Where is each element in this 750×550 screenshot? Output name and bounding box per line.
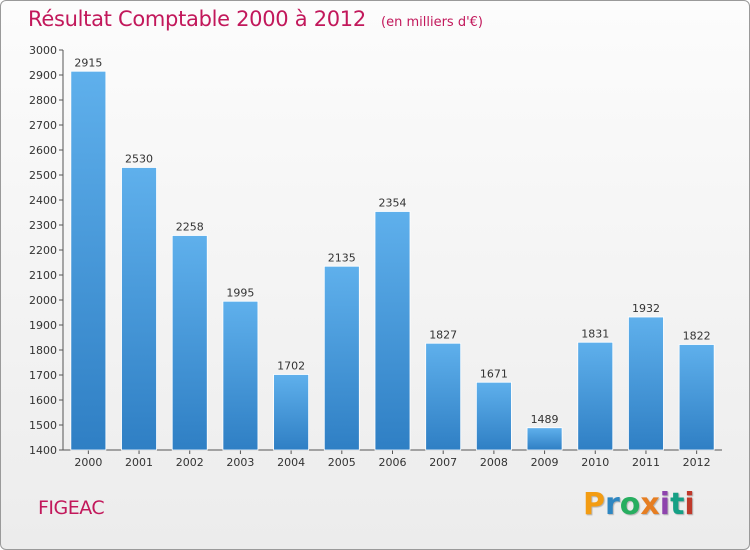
- data-label-2004: 1702: [277, 360, 305, 373]
- chart-title: Résultat Comptable 2000 à 2012 (en milli…: [28, 7, 483, 31]
- y-tick-label: 1800: [29, 344, 57, 357]
- bar-2010: [577, 341, 614, 451]
- x-tick-label-2002: 2002: [176, 456, 204, 469]
- y-tick-label: 2000: [29, 294, 57, 307]
- x-tick-label-2009: 2009: [531, 456, 559, 469]
- bar-2003: [222, 300, 259, 451]
- x-tick-label-2000: 2000: [74, 456, 102, 469]
- y-tick-label: 2800: [29, 94, 57, 107]
- bars: [70, 70, 715, 451]
- x-tick-label-2012: 2012: [683, 456, 711, 469]
- x-tick-label-2005: 2005: [328, 456, 356, 469]
- x-tick-label-2001: 2001: [125, 456, 153, 469]
- data-labels: 2915 2530 2258 1995 1702 2135 2354 1827 1671 1489…: [74, 56, 710, 426]
- bar-2007: [425, 342, 462, 451]
- logo-letter: i: [659, 487, 671, 522]
- logo-letter: t: [670, 487, 685, 522]
- y-tick-label: 2900: [29, 69, 57, 82]
- bar-2011: [628, 316, 664, 451]
- data-label-2001: 2530: [125, 153, 153, 166]
- data-label-2005: 2135: [328, 251, 356, 264]
- logo-letter: r: [605, 487, 620, 522]
- location-name: FIGEAC: [38, 497, 105, 519]
- bar-2000: [70, 70, 107, 451]
- data-label-2002: 2258: [176, 221, 204, 234]
- data-label-2006: 2354: [379, 197, 407, 210]
- y-tick-label: 1700: [29, 369, 57, 382]
- x-tick-label-2003: 2003: [226, 456, 254, 469]
- chart-title-text: Résultat Comptable 2000 à 2012: [28, 7, 366, 31]
- bar-2012: [678, 344, 715, 451]
- y-tick-label: 2100: [29, 269, 57, 282]
- data-label-2003: 1995: [226, 286, 254, 299]
- x-tick-label-2011: 2011: [632, 456, 660, 469]
- bar-2005: [323, 265, 360, 451]
- y-tick-label: 2600: [29, 144, 57, 157]
- bar-2008: [475, 381, 512, 451]
- data-label-2008: 1671: [480, 367, 508, 380]
- x-tick-label-2010: 2010: [581, 456, 609, 469]
- x-tick-label-2004: 2004: [277, 456, 305, 469]
- chart-subtitle: (en milliers d'€): [381, 15, 483, 30]
- proxiti-logo: Proxiti: [583, 487, 695, 522]
- y-tick-label: 2200: [29, 244, 57, 257]
- bar-2001: [121, 167, 157, 451]
- y-tick-label: 3000: [29, 44, 57, 57]
- data-label-2009: 1489: [531, 413, 559, 426]
- data-label-2007: 1827: [429, 328, 457, 341]
- y-tick-label: 2700: [29, 119, 57, 132]
- axes: 1400 1500 1600 1700 1800 1900 2000 2100 2200 2300…: [29, 44, 722, 469]
- y-tick-label: 1400: [29, 444, 57, 457]
- bar-2009: [526, 427, 563, 451]
- bar-2004: [273, 374, 310, 451]
- x-tick-label-2008: 2008: [480, 456, 508, 469]
- logo-letter: x: [640, 487, 660, 522]
- y-tick-label: 1900: [29, 319, 57, 332]
- logo-letter: i: [684, 487, 695, 522]
- y-tick-label: 1500: [29, 419, 57, 432]
- data-label-2011: 1932: [632, 302, 660, 315]
- y-tick-label: 2400: [29, 194, 57, 207]
- y-tick-label: 2500: [29, 169, 57, 182]
- bar-2006: [374, 211, 411, 451]
- data-label-2010: 1831: [581, 327, 609, 340]
- bar-2002: [171, 235, 208, 451]
- logo-letter: o: [619, 487, 641, 522]
- x-tick-label-2006: 2006: [379, 456, 407, 469]
- y-tick-label: 2300: [29, 219, 57, 232]
- y-tick-label: 1600: [29, 394, 57, 407]
- logo-letter: P: [583, 487, 605, 522]
- data-label-2012: 1822: [683, 330, 711, 343]
- x-tick-label-2007: 2007: [429, 456, 457, 469]
- data-label-2000: 2915: [74, 56, 102, 69]
